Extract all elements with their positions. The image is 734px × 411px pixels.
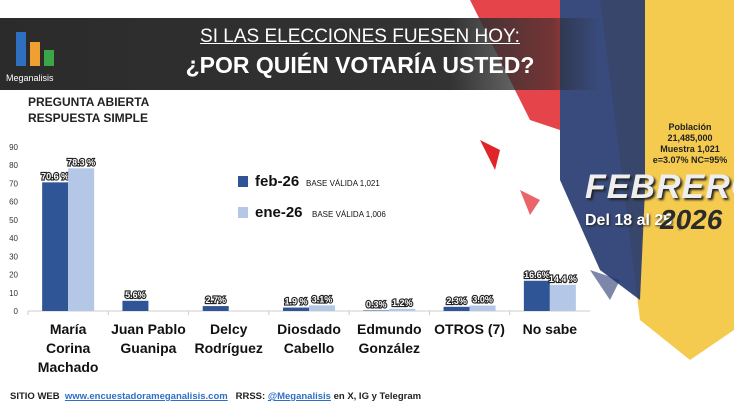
legend-note: BASE VÁLIDA 1,021: [306, 179, 380, 188]
data-label: 5.6%: [125, 290, 146, 300]
category-label: Juan Pablo: [111, 321, 186, 337]
bar-feb-26: [122, 300, 149, 311]
y-tick-label: 20: [9, 271, 18, 280]
sample-info: Población 21,485,000 Muestra 1,021 e=3.0…: [645, 122, 734, 166]
bar-feb-26: [202, 306, 229, 311]
category-label: Delcy: [210, 321, 248, 337]
logo-text: Meganalisis: [6, 73, 54, 83]
bar-feb-26: [42, 182, 69, 311]
y-tick-label: 80: [9, 161, 18, 170]
sample-size: Muestra 1,021: [660, 144, 720, 154]
legend-label: feb-26: [255, 173, 299, 190]
data-label: 2.7%: [205, 295, 226, 305]
legend-note: BASE VÁLIDA 1,006: [312, 210, 386, 219]
data-label: 1.2%: [392, 298, 413, 308]
data-label: 70.6 %: [41, 171, 69, 181]
social-handle-link[interactable]: @Meganalisis: [267, 391, 331, 402]
population-label: Población: [668, 122, 712, 132]
bar-ene-26: [469, 305, 496, 311]
bar-ene-26: [68, 168, 95, 311]
data-label: 3.0%: [472, 295, 493, 305]
y-tick-label: 0: [14, 307, 19, 316]
legend-label: ene-26: [255, 204, 303, 221]
y-tick-label: 60: [9, 198, 18, 207]
answer-type: RESPUESTA SIMPLE: [28, 111, 149, 125]
category-label: Cabello: [284, 340, 335, 356]
category-label: Edmundo: [357, 321, 422, 337]
data-label: 78.3 %: [67, 157, 95, 167]
legend-swatch: [238, 176, 248, 187]
rrss-label: RRSS:: [235, 391, 266, 402]
bar-ene-26: [549, 284, 576, 311]
month-badge: FEBRERO: [585, 168, 734, 206]
bar-ene-26: [389, 308, 416, 311]
y-tick-label: 30: [9, 252, 18, 261]
category-label: Rodríguez: [194, 340, 262, 356]
error-margin: e=3.07% NC=95%: [652, 155, 728, 165]
y-tick-label: 50: [9, 216, 18, 225]
bar-feb-26: [283, 307, 309, 311]
meganalisis-logo: [16, 32, 54, 66]
y-tick-label: 90: [9, 143, 18, 152]
category-label: No sabe: [523, 321, 578, 337]
data-label: 3.1%: [312, 294, 333, 304]
y-tick-label: 70: [9, 179, 18, 188]
y-tick-label: 10: [9, 289, 18, 298]
bar-feb-26: [363, 310, 390, 311]
footer: SITIO WEB www.encuestadorameganalisis.co…: [10, 391, 421, 402]
category-label: Guanipa: [120, 340, 176, 356]
data-label: 0.3%: [366, 299, 387, 309]
category-label: María: [50, 321, 87, 337]
data-label: 1.9 %: [284, 297, 307, 307]
data-label: 16.6%: [524, 270, 550, 280]
bar-feb-26: [443, 306, 470, 311]
category-label: Diosdado: [277, 321, 341, 337]
category-label: OTROS (7): [434, 321, 505, 337]
question-type: PREGUNTA ABIERTA: [28, 95, 150, 109]
data-label: 2.3%: [446, 296, 467, 306]
bar-ene-26: [309, 305, 335, 311]
title-line2: ¿POR QUIÉN VOTARÍA USTED?: [185, 52, 535, 78]
bar-feb-26: [523, 280, 550, 311]
legend-swatch: [238, 207, 248, 218]
website-link[interactable]: www.encuestadorameganalisis.com: [64, 391, 228, 402]
title-line1: SI LAS ELECCIONES FUESEN HOY:: [200, 26, 520, 47]
category-label: Corina: [46, 340, 91, 356]
population-value: 21,485,000: [667, 133, 713, 143]
site-label: SITIO WEB: [10, 391, 60, 402]
data-label: 14.4 %: [549, 274, 577, 284]
header-bar: [0, 18, 600, 90]
category-label: Machado: [38, 359, 99, 375]
social-networks: en X, IG y Telegram: [333, 391, 422, 402]
category-label: González: [359, 340, 420, 356]
y-tick-label: 40: [9, 234, 18, 243]
date-range: Del 18 al 25 |: [585, 212, 682, 229]
year-badge: 2026: [660, 204, 723, 235]
